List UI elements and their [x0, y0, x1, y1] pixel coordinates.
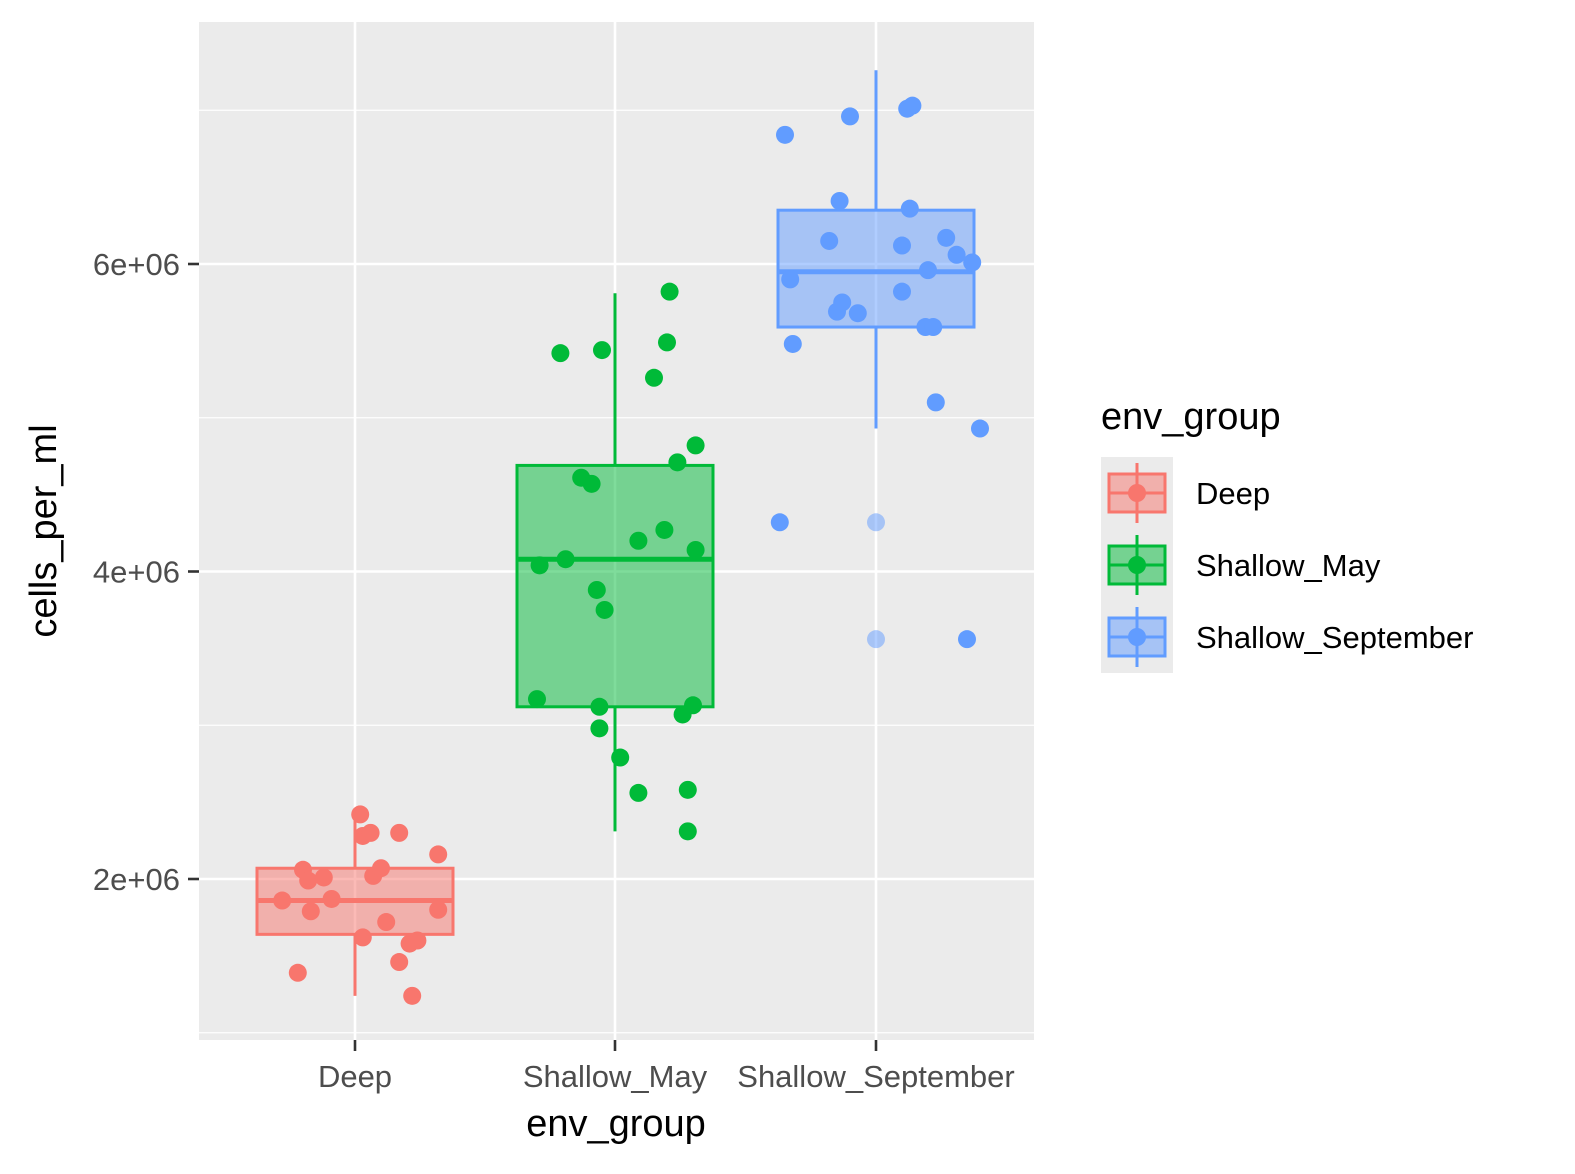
- data-point: [273, 891, 292, 910]
- data-point: [958, 630, 976, 649]
- x-axis: Deep Shallow_May Shallow_September: [318, 1040, 1015, 1094]
- data-point: [678, 780, 697, 799]
- data-point: [678, 822, 697, 841]
- data-point: [830, 191, 849, 210]
- data-point: [408, 931, 427, 950]
- data-point: [590, 697, 609, 716]
- x-tick-label: Shallow_May: [523, 1059, 708, 1094]
- box-shallow-september: [776, 70, 976, 649]
- data-point: [301, 902, 320, 921]
- data-point: [595, 600, 614, 619]
- data-point: [971, 419, 989, 438]
- box-series: [255, 70, 976, 996]
- x-tick-label: Shallow_September: [737, 1059, 1014, 1094]
- data-point: [903, 96, 922, 115]
- y-tick-label: 4e+06: [93, 555, 180, 590]
- data-point: [590, 719, 609, 738]
- data-point: [783, 334, 802, 353]
- data-point: [629, 783, 648, 802]
- data-point: [947, 245, 966, 264]
- data-point: [582, 474, 601, 493]
- data-point: [684, 696, 702, 715]
- data-point: [963, 253, 982, 272]
- data-point: [926, 393, 945, 412]
- data-point: [587, 580, 606, 599]
- data-point: [655, 520, 674, 539]
- data-point: [686, 436, 705, 455]
- data-point: [841, 107, 859, 126]
- legend: env_group Deep Shallow_May Shallow_Septemb…: [1101, 396, 1473, 673]
- legend-label: Shallow_September: [1196, 620, 1473, 655]
- data-point: [351, 805, 370, 824]
- data-point: [645, 368, 663, 387]
- legend-key-shallow-may: [1101, 529, 1173, 601]
- data-point: [686, 540, 705, 559]
- data-point: [322, 889, 341, 908]
- data-point: [937, 228, 956, 247]
- data-point: [770, 513, 789, 532]
- data-point: [668, 453, 687, 472]
- data-point: [893, 236, 911, 255]
- jitter-points: [273, 96, 989, 1005]
- box-iqr: [515, 463, 715, 709]
- data-point: [820, 231, 839, 250]
- y-axis: 2e+06 4e+06 6e+06: [93, 247, 199, 897]
- data-point: [390, 953, 409, 972]
- data-point: [361, 823, 380, 842]
- data-point: [288, 963, 307, 982]
- data-point: [372, 859, 390, 878]
- outlier-point: [867, 630, 885, 649]
- y-axis-title: cells_per_ml: [23, 424, 65, 637]
- data-point: [390, 823, 409, 842]
- data-point: [299, 871, 318, 890]
- data-point: [776, 125, 794, 144]
- data-point: [528, 690, 546, 709]
- data-point: [556, 550, 575, 569]
- data-point: [924, 318, 943, 337]
- data-point: [377, 913, 396, 932]
- legend-label: Deep: [1196, 476, 1270, 511]
- legend-key-point: [1128, 484, 1146, 502]
- data-point: [611, 748, 630, 767]
- legend-key-point: [1128, 556, 1146, 574]
- outlier-point: [867, 513, 885, 532]
- x-axis-title: env_group: [526, 1103, 706, 1145]
- data-point: [900, 199, 919, 218]
- box-shallow-may: [515, 293, 715, 832]
- data-point: [893, 282, 911, 301]
- data-point: [848, 304, 867, 323]
- data-point: [403, 986, 422, 1005]
- box-iqr: [776, 208, 976, 329]
- data-point: [660, 282, 679, 301]
- data-point: [781, 270, 800, 289]
- y-tick-label: 2e+06: [93, 862, 180, 897]
- data-point: [629, 531, 648, 550]
- data-point: [429, 900, 448, 919]
- legend-key-point: [1128, 628, 1146, 646]
- data-point: [429, 845, 448, 864]
- legend-key-shallow-september: [1101, 601, 1173, 673]
- legend-key-deep: [1101, 457, 1173, 529]
- data-point: [530, 556, 549, 575]
- legend-label: Shallow_May: [1196, 548, 1381, 583]
- data-point: [551, 344, 570, 363]
- data-point: [919, 261, 937, 280]
- data-point: [593, 341, 611, 360]
- data-point: [314, 868, 333, 887]
- data-point: [353, 928, 372, 947]
- x-tick-label: Deep: [318, 1059, 392, 1094]
- y-tick-label: 6e+06: [93, 247, 180, 282]
- data-point: [658, 333, 676, 352]
- legend-title: env_group: [1101, 396, 1281, 438]
- data-point: [833, 293, 852, 312]
